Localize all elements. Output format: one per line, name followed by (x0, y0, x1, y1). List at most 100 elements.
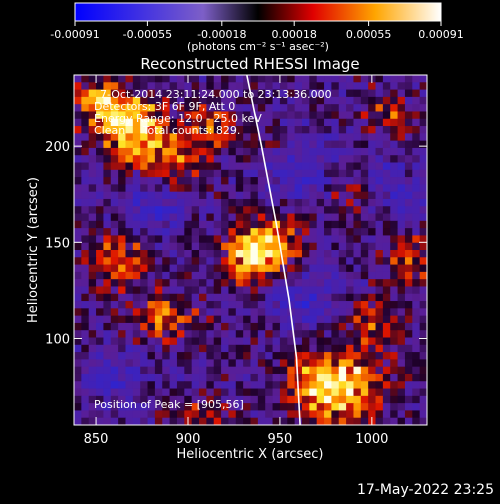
heatmap-cell (103, 337, 112, 346)
heatmap-cell (412, 118, 421, 127)
heatmap-cell (199, 104, 207, 112)
heatmap-cell (206, 111, 215, 120)
heatmap-cell (346, 308, 354, 317)
heatmap-cell (206, 82, 215, 90)
heatmap-cell (419, 155, 428, 163)
heatmap-cell (125, 155, 134, 163)
heatmap-cell (346, 352, 354, 360)
heatmap-cell (382, 104, 391, 112)
heatmap-cell (235, 111, 244, 120)
heatmap-cell (360, 228, 369, 236)
heatmap-cell (206, 133, 215, 142)
heatmap-cell (118, 75, 126, 83)
y-tick-label: 200 (45, 140, 70, 155)
heatmap-cell (206, 279, 215, 287)
heatmap-cell (228, 147, 237, 156)
heatmap-cell (235, 191, 244, 200)
heatmap-cell (250, 271, 259, 280)
heatmap-cell (287, 250, 296, 258)
heatmap-cell (74, 315, 82, 324)
heatmap-cell (404, 330, 413, 338)
heatmap-cell (412, 257, 421, 265)
heatmap-cell (404, 213, 413, 222)
heatmap-cell (346, 89, 354, 98)
heatmap-cell (346, 177, 354, 185)
heatmap-cell (368, 198, 376, 207)
heatmap-cell (162, 352, 170, 360)
heatmap-cell (110, 177, 119, 185)
heatmap-cell (169, 279, 178, 287)
heatmap-cell (162, 206, 170, 214)
heatmap-cell (382, 206, 391, 214)
heatmap-cell (316, 293, 325, 302)
heatmap-cell (88, 228, 97, 236)
heatmap-cell (88, 257, 97, 265)
heatmap-cell (412, 206, 421, 214)
heatmap-cell (125, 75, 134, 83)
heatmap-cell (353, 220, 362, 229)
heatmap-cell (257, 126, 266, 134)
heatmap-cell (243, 271, 251, 280)
heatmap-cell (147, 264, 156, 273)
heatmap-cell (125, 133, 134, 142)
heatmap-cell (125, 388, 134, 397)
heatmap-cell (162, 250, 170, 258)
heatmap-cell (110, 228, 119, 236)
heatmap-cell (243, 301, 251, 309)
heatmap-cell (272, 381, 281, 389)
heatmap-cell (257, 308, 266, 317)
heatmap-cell (346, 75, 354, 83)
heatmap-cell (154, 133, 163, 142)
heatmap-cell (169, 359, 178, 368)
heatmap-cell (257, 395, 266, 404)
heatmap-cell (353, 126, 362, 134)
heatmap-cell (96, 359, 104, 368)
heatmap-cell (294, 242, 303, 251)
heatmap-cell (331, 352, 340, 360)
heatmap-cell (74, 206, 82, 214)
heatmap-cell (221, 301, 229, 309)
heatmap-cell (235, 301, 244, 309)
heatmap-cell (272, 366, 281, 375)
heatmap-cell (331, 337, 340, 346)
heatmap-cell (81, 417, 90, 426)
heatmap-cell (88, 118, 97, 127)
heatmap-cell (228, 177, 237, 185)
heatmap-cell (125, 315, 134, 324)
heatmap-cell (199, 257, 207, 265)
heatmap-cell (140, 366, 148, 375)
heatmap-cell (257, 184, 266, 193)
heatmap-cell (191, 388, 200, 397)
heatmap-cell (324, 242, 332, 251)
heatmap-cell (368, 286, 376, 295)
heatmap-cell (346, 191, 354, 200)
heatmap-cell (338, 352, 347, 360)
heatmap-cell (331, 301, 340, 309)
heatmap-cell (316, 177, 325, 185)
heatmap-cell (324, 177, 332, 185)
heatmap-cell (382, 373, 391, 382)
heatmap-cell (419, 184, 428, 193)
heatmap-cell (206, 126, 215, 134)
heatmap-cell (213, 352, 222, 360)
heatmap-cell (132, 75, 141, 83)
heatmap-cell (103, 373, 112, 382)
heatmap-cell (294, 373, 303, 382)
heatmap-cell (125, 403, 134, 411)
heatmap-cell (184, 366, 193, 375)
heatmap-cell (257, 104, 266, 112)
heatmap-cell (96, 257, 104, 265)
heatmap-cell (324, 198, 332, 207)
heatmap-cell (316, 315, 325, 324)
heatmap-cell (272, 257, 281, 265)
heatmap-cell (147, 118, 156, 127)
heatmap-cell (360, 242, 369, 251)
heatmap-cell (404, 89, 413, 98)
heatmap-cell (140, 381, 148, 389)
heatmap-cell (338, 111, 347, 120)
heatmap-cell (176, 111, 185, 120)
heatmap-cell (140, 169, 148, 178)
heatmap-cell (206, 410, 215, 419)
heatmap-cell (257, 111, 266, 120)
heatmap-cell (110, 82, 119, 90)
